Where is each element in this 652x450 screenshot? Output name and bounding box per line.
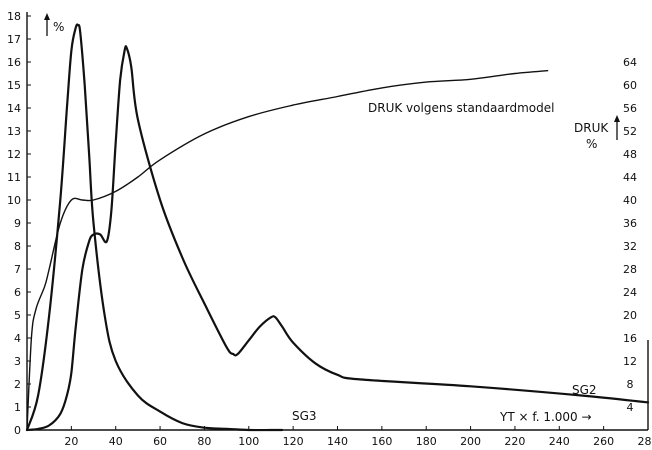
right-axis-label-group: DRUK % xyxy=(574,115,620,151)
left-axis-label-group: % xyxy=(44,13,64,36)
left-axis-label: % xyxy=(53,20,64,34)
right-tick-label: 16 xyxy=(623,332,637,345)
annotation-sg3: SG3 xyxy=(292,409,317,423)
x-tick-label: 20 xyxy=(64,435,78,448)
x-tick-label: 220 xyxy=(504,435,525,448)
left-tick-label: 0 xyxy=(14,424,21,437)
left-tick-label: 7 xyxy=(14,263,21,276)
annotation-druk: DRUK volgens standaardmodel xyxy=(368,101,554,115)
left-tick-label: 9 xyxy=(14,217,21,230)
right-tick-label: 40 xyxy=(623,194,637,207)
left-tick-label: 14 xyxy=(7,102,21,115)
x-tick-label: 240 xyxy=(549,435,570,448)
x-tick-label: 260 xyxy=(593,435,614,448)
left-tick-label: 1 xyxy=(14,401,21,414)
left-tick-label: 3 xyxy=(14,355,21,368)
series-line-sg2 xyxy=(25,45,650,432)
series-lines xyxy=(25,23,650,432)
x-axis-label-group: YT × f. 1.000 → xyxy=(499,410,592,424)
x-tick-label: 200 xyxy=(460,435,481,448)
x-tick-label: 120 xyxy=(283,435,304,448)
right-tick-label: 28 xyxy=(623,263,637,276)
x-tick-label: 80 xyxy=(197,435,211,448)
right-tick-label: 32 xyxy=(623,240,637,253)
series-line-sg3 xyxy=(25,23,284,432)
left-tick-label: 13 xyxy=(7,125,21,138)
right-tick-label: 24 xyxy=(623,286,637,299)
x-tick-label: 160 xyxy=(371,435,392,448)
left-tick-label: 12 xyxy=(7,148,21,161)
annotation-sg2: SG2 xyxy=(572,383,597,397)
left-tick-label: 6 xyxy=(14,286,21,299)
left-tick-label: 8 xyxy=(14,240,21,253)
left-tick-label: 15 xyxy=(7,79,21,92)
left-axis-arrowhead-icon xyxy=(44,13,50,20)
right-tick-label: 20 xyxy=(623,309,637,322)
x-tick-label: 40 xyxy=(109,435,123,448)
x-tick-label: 100 xyxy=(238,435,259,448)
right-axis-label-line1: DRUK xyxy=(574,121,609,135)
right-tick-label: 44 xyxy=(623,171,637,184)
right-tick-label: 12 xyxy=(623,355,637,368)
left-tick-label: 10 xyxy=(7,194,21,207)
left-tick-label: 11 xyxy=(7,171,21,184)
right-tick-label: 4 xyxy=(627,401,634,414)
x-tick-label: 140 xyxy=(327,435,348,448)
left-tick-label: 17 xyxy=(7,33,21,46)
x-tick-labels: 20 40 60 80 100 120 140 160 180 200 220 240 260 280 xyxy=(64,426,652,448)
x-tick-label: 60 xyxy=(153,435,167,448)
annotations: DRUK volgens standaardmodel SG2 SG3 xyxy=(292,101,597,423)
right-tick-label: 36 xyxy=(623,217,637,230)
right-tick-label: 64 xyxy=(623,56,637,69)
series-line-druk xyxy=(26,69,549,431)
left-tick-label: 16 xyxy=(7,56,21,69)
right-tick-label: 56 xyxy=(623,102,637,115)
right-axis-label-line2: % xyxy=(586,137,597,151)
x-axis-label: YT × f. 1.000 → xyxy=(499,410,592,424)
left-tick-label: 18 xyxy=(7,10,21,23)
x-tick-label: 280 xyxy=(638,435,652,448)
right-tick-label: 60 xyxy=(623,79,637,92)
right-tick-label: 48 xyxy=(623,148,637,161)
right-tick-label: 52 xyxy=(623,125,637,138)
x-tick-label: 180 xyxy=(416,435,437,448)
right-axis-arrowhead-icon xyxy=(614,115,620,122)
left-tick-label: 5 xyxy=(14,309,21,322)
left-tick-label: 2 xyxy=(14,378,21,391)
right-tick-label: 8 xyxy=(627,378,634,391)
left-tick-label: 4 xyxy=(14,332,21,345)
